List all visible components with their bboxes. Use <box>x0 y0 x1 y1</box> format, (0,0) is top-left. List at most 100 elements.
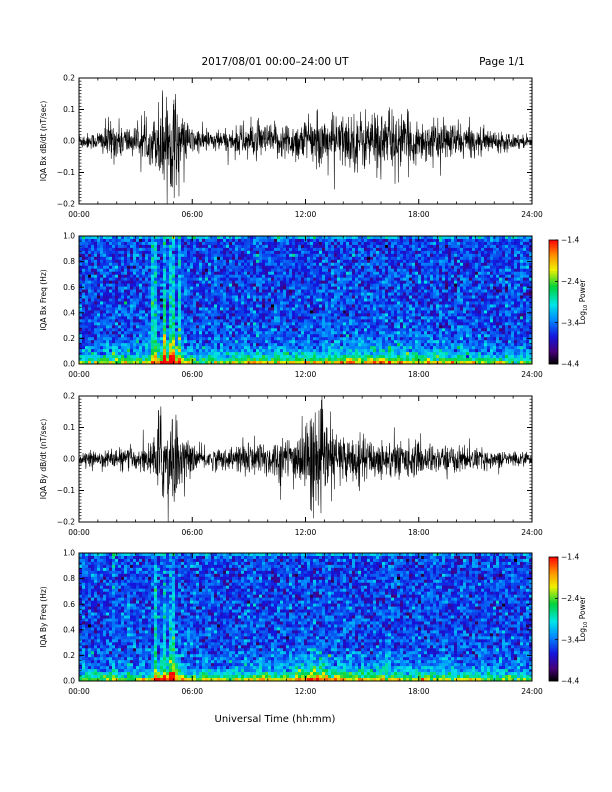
spectrogram-cell <box>334 265 338 270</box>
spectrogram-cell <box>232 289 236 293</box>
spectrogram-cell <box>100 274 104 279</box>
spectrogram-cell <box>172 244 176 249</box>
spectrogram-cell <box>184 250 188 255</box>
spectrogram-cell <box>388 331 392 335</box>
spectrogram-cell <box>382 292 386 296</box>
spectrogram-cell <box>340 346 344 350</box>
spectrogram-cell <box>127 304 131 308</box>
spectrogram-cell <box>190 253 194 258</box>
spectrogram-cell <box>280 298 284 302</box>
spectrogram-cell <box>334 262 338 267</box>
spectrogram-cell <box>385 274 389 279</box>
spectrogram-cell <box>325 250 329 255</box>
spectrogram-cell <box>400 298 404 302</box>
spectrogram-cell <box>334 310 338 314</box>
spectrogram-cell <box>223 277 227 282</box>
spectrogram-cell <box>376 286 380 290</box>
spectrogram-cell <box>337 304 341 308</box>
spectrogram-cell <box>304 268 308 273</box>
spectrogram-cell <box>193 286 197 290</box>
spectrogram-cell <box>223 280 227 285</box>
spectrogram-cell <box>145 361 149 365</box>
spectrogram-cell <box>232 325 236 329</box>
spectrogram-cell <box>250 268 254 273</box>
spectrogram-cell <box>172 259 176 264</box>
spectrogram-cell <box>361 277 365 282</box>
spectrogram-cell <box>124 301 128 305</box>
spectrogram-cell <box>334 236 338 240</box>
spectrogram-cell <box>211 337 215 341</box>
spectrogram-cell <box>211 277 215 282</box>
spectrogram-cell <box>151 238 155 243</box>
spectrogram-cell <box>121 304 125 308</box>
spectrogram-cell <box>325 319 329 323</box>
spectrogram-cell <box>208 358 212 362</box>
spectrogram-cell <box>229 247 233 252</box>
spectrogram-cell <box>373 349 377 353</box>
spectrogram-cell <box>295 352 299 356</box>
x-tick-label: 18:00 <box>408 210 430 219</box>
spectrogram-cell <box>349 244 353 249</box>
spectrogram-cell <box>169 241 173 246</box>
spectrogram-cell <box>379 349 383 353</box>
spectrogram-cell <box>199 274 203 279</box>
spectrogram-cell <box>202 238 206 243</box>
spectrogram-cell <box>139 277 143 282</box>
spectrogram-cell <box>127 247 131 252</box>
spectrogram-cell <box>199 355 203 359</box>
spectrogram-cell <box>169 331 173 335</box>
spectrogram-cell <box>283 286 287 290</box>
spectrogram-cell <box>136 301 140 305</box>
spectrogram-cell <box>313 238 317 243</box>
spectrogram-cell <box>352 328 356 332</box>
spectrogram-cell <box>244 343 248 347</box>
spectrogram-cell <box>88 352 92 356</box>
spectrogram-cell <box>313 328 317 332</box>
spectrogram-cell <box>313 337 317 341</box>
spectrogram-cell <box>286 304 290 308</box>
spectrogram-cell <box>79 361 83 365</box>
spectrogram-cell <box>205 322 209 326</box>
spectrogram-cell <box>127 361 131 365</box>
spectrogram-cell <box>382 319 386 323</box>
spectrogram-cell <box>361 343 365 347</box>
spectrogram-cell <box>178 268 182 273</box>
spectrogram-cell <box>394 274 398 279</box>
spectrogram-cell <box>334 322 338 326</box>
spectrogram-cell <box>148 328 152 332</box>
spectrogram-cell <box>406 280 410 285</box>
spectrogram-cell <box>175 292 179 296</box>
spectrogram-cell <box>79 286 83 290</box>
spectrogram-cell <box>304 304 308 308</box>
spectrogram-cell <box>277 346 281 350</box>
spectrogram-cell <box>286 295 290 299</box>
spectrogram-cell <box>343 358 347 362</box>
spectrogram-cell <box>151 307 155 311</box>
spectrogram-cell <box>202 265 206 270</box>
spectrogram-cell <box>349 236 353 240</box>
spectrogram-cell <box>295 361 299 365</box>
spectrogram-cell <box>301 322 305 326</box>
spectrogram-cell <box>91 280 95 285</box>
spectrogram-cell <box>136 238 140 243</box>
spectrogram-cell <box>268 262 272 267</box>
spectrogram-cell <box>283 298 287 302</box>
spectrogram-cell <box>97 316 101 320</box>
spectrogram-cell <box>328 262 332 267</box>
spectrogram-cell <box>181 244 185 249</box>
spectrogram-cell <box>292 247 296 252</box>
spectrogram-cell <box>148 310 152 314</box>
spectrogram-cell <box>310 358 314 362</box>
spectrogram-cell <box>283 289 287 293</box>
spectrogram-cell <box>259 313 263 317</box>
spectrogram-cell <box>94 310 98 314</box>
spectrogram-cell <box>172 298 176 302</box>
spectrogram-cell <box>343 325 347 329</box>
spectrogram-cell <box>277 236 281 240</box>
spectrogram-cell <box>370 238 374 243</box>
spectrogram-cell <box>385 265 389 270</box>
spectrogram-cell <box>352 244 356 249</box>
spectrogram-cell <box>268 238 272 243</box>
spectrogram-cell <box>166 319 170 323</box>
spectrogram-cell <box>109 295 113 299</box>
